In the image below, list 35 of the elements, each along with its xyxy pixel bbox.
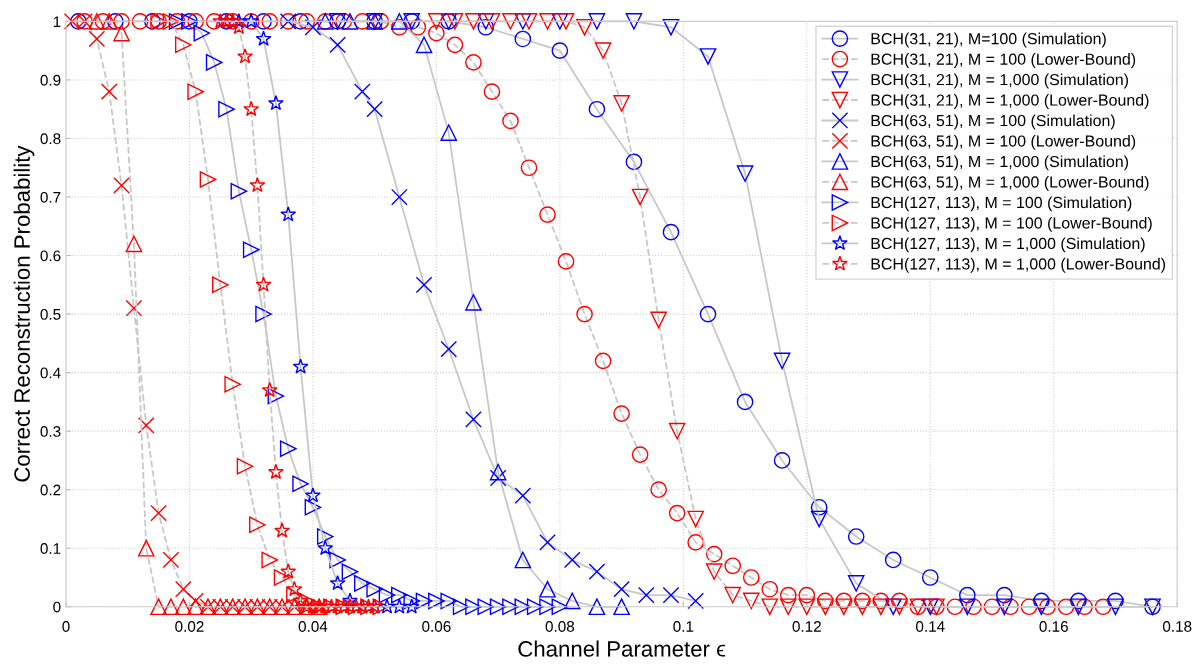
x-tick-label: 0.14 [916, 621, 945, 632]
x-tick-label: 0.04 [298, 621, 328, 632]
x-axis-title: Channel Parameter ϵ [518, 640, 726, 657]
legend-label: BCH(127, 113), M = 1,000 (Simulation) [871, 237, 1145, 253]
x-tick-label: 0.02 [175, 621, 204, 632]
y-tick-label: 1 [53, 16, 61, 27]
legend-label: BCH(31, 21), M = 1,000 (Lower-Bound) [871, 94, 1149, 109]
y-tick-label: 0.6 [40, 250, 61, 262]
x-tick-label: 0.12 [792, 621, 821, 632]
y-tick-label: 0.1 [40, 543, 61, 554]
legend-label: BCH(31, 21), M = 1,000 (Simulation) [871, 73, 1129, 89]
y-tick-label: 0.2 [40, 484, 61, 496]
legend-label: BCH(63, 51), M = 100 (Lower-Bound) [871, 134, 1136, 150]
y-tick-label: 0.7 [40, 191, 61, 203]
legend-label: BCH(127, 113), M = 100 (Lower-Bound) [871, 216, 1152, 232]
y-tick-label: 0.5 [40, 308, 61, 320]
legend-label: BCH(63, 51), M = 100 (Simulation) [871, 114, 1115, 130]
legend-label: BCH(31, 21), M = 100 (Lower-Bound) [871, 53, 1136, 68]
y-tick-label: 0.4 [40, 367, 61, 379]
x-tick-label: 0.1 [673, 621, 694, 632]
y-tick-label: 0.8 [40, 133, 61, 145]
x-tick-label: 0.18 [1162, 621, 1192, 632]
x-tick-label: 0.08 [545, 621, 575, 632]
y-tick-label: 0.3 [40, 426, 61, 437]
legend-label: BCH(31, 21), M=100 (Simulation) [871, 32, 1106, 48]
legend-label: BCH(63, 51), M = 1,000 (Lower-Bound) [871, 175, 1149, 191]
legend-label: BCH(127, 113), M = 100 (Simulation) [871, 196, 1132, 212]
y-axis-title: Correct Reconstruction Probability [13, 145, 35, 482]
y-tick-label: 0.9 [40, 74, 61, 86]
legend-label: BCH(63, 51), M = 1,000 (Simulation) [871, 155, 1129, 171]
legend-label: BCH(127, 113), M = 1,000 (Lower-Bound) [871, 257, 1166, 273]
y-tick-label: 0 [53, 601, 61, 613]
x-tick-label: 0 [62, 621, 70, 632]
x-tick-label: 0.06 [422, 621, 451, 632]
x-tick-label: 0.16 [1039, 621, 1068, 632]
